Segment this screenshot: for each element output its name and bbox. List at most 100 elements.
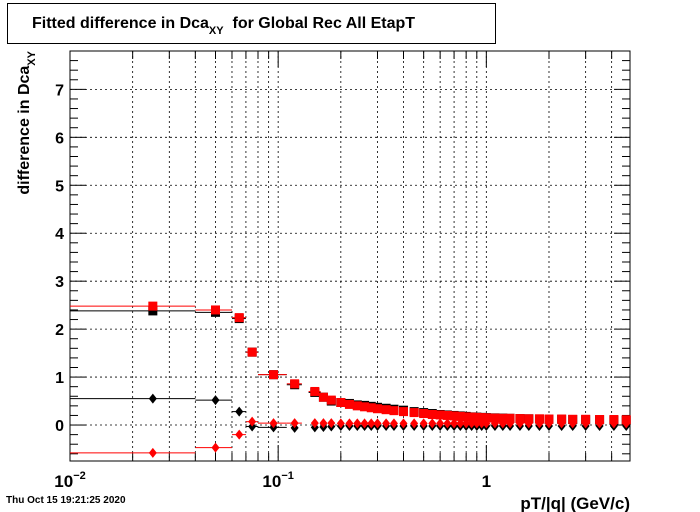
data-point bbox=[436, 418, 445, 429]
data-point bbox=[352, 401, 362, 411]
y-tick-labels: 0 1 2 3 4 5 6 7 bbox=[55, 82, 64, 435]
chart-title-subscript: XY bbox=[208, 25, 224, 37]
y-tick-label: 1 bbox=[55, 370, 64, 387]
data-point bbox=[622, 418, 631, 429]
data-point bbox=[211, 442, 220, 453]
y-tick-label: 0 bbox=[55, 418, 64, 435]
data-point bbox=[557, 418, 566, 429]
data-point bbox=[481, 413, 491, 423]
data-point bbox=[609, 418, 618, 429]
data-point bbox=[290, 379, 300, 389]
chart-title-main: Fitted difference in Dca bbox=[32, 15, 209, 32]
data-point bbox=[336, 418, 345, 429]
y-tick-label: 7 bbox=[55, 82, 64, 99]
x-tick-labels: 10−2 10−1 1 bbox=[54, 470, 491, 491]
data-point bbox=[419, 418, 428, 429]
y-tick-label: 4 bbox=[55, 226, 64, 243]
data-point bbox=[290, 418, 299, 429]
data-point bbox=[409, 408, 419, 418]
data-point bbox=[327, 418, 336, 429]
y-tick-label: 6 bbox=[55, 130, 64, 147]
x-tick-label-exponent: −2 bbox=[73, 470, 86, 482]
data-point bbox=[498, 413, 508, 423]
x-tick-label-base: 10 bbox=[54, 472, 73, 491]
timestamp: Thu Oct 15 19:21:25 2020 bbox=[6, 495, 126, 506]
y-axis-label: difference in DcaXY bbox=[16, 50, 38, 194]
data-point bbox=[211, 395, 220, 406]
x-tick-label-base: 1 bbox=[482, 472, 491, 491]
x-axis-label: pT/|q| (GeV/c) bbox=[520, 494, 630, 512]
data-point bbox=[544, 418, 553, 429]
data-point bbox=[366, 403, 376, 413]
data-point bbox=[524, 418, 533, 429]
data-series bbox=[70, 301, 631, 458]
x-tick-label: 10−2 bbox=[54, 470, 85, 491]
data-point bbox=[399, 418, 408, 429]
data-point bbox=[372, 404, 382, 414]
data-point bbox=[353, 418, 362, 429]
data-point bbox=[455, 411, 465, 421]
data-point bbox=[443, 418, 452, 429]
series-1 bbox=[70, 301, 631, 425]
data-point bbox=[472, 412, 482, 422]
data-point bbox=[210, 305, 220, 315]
data-point bbox=[367, 418, 376, 429]
data-point bbox=[490, 418, 499, 429]
data-point bbox=[595, 418, 604, 429]
data-point bbox=[234, 313, 244, 323]
x-tick-label-exponent: −1 bbox=[281, 470, 294, 482]
data-point bbox=[490, 413, 500, 423]
data-point bbox=[326, 395, 336, 405]
plot-frame bbox=[69, 50, 631, 462]
data-point bbox=[467, 418, 476, 429]
data-point bbox=[456, 418, 465, 429]
data-point bbox=[344, 399, 354, 409]
data-point bbox=[462, 418, 471, 429]
data-point bbox=[148, 393, 157, 404]
data-point bbox=[373, 418, 382, 429]
data-point bbox=[398, 407, 408, 417]
data-point bbox=[505, 413, 515, 423]
data-point bbox=[336, 397, 346, 407]
data-point bbox=[381, 405, 391, 415]
chart-title-rest: for Global Rec All EtapT bbox=[223, 15, 416, 32]
data-point bbox=[248, 416, 257, 427]
x-tick-label: 10−1 bbox=[262, 470, 293, 491]
x-axis-label-text: pT/|q| (GeV/c) bbox=[520, 494, 630, 512]
data-point bbox=[310, 418, 319, 429]
x-tick-label-base: 10 bbox=[262, 472, 281, 491]
data-point bbox=[477, 418, 486, 429]
data-point bbox=[148, 447, 157, 458]
data-point bbox=[360, 418, 369, 429]
data-point bbox=[450, 418, 459, 429]
data-point bbox=[477, 413, 487, 423]
data-point bbox=[419, 409, 429, 419]
data-point bbox=[472, 418, 481, 429]
data-point bbox=[389, 418, 398, 429]
x-tick-label: 1 bbox=[482, 472, 491, 491]
data-point bbox=[148, 306, 158, 316]
y-tick-label: 2 bbox=[55, 322, 64, 339]
data-point bbox=[310, 386, 320, 396]
data-point bbox=[269, 370, 279, 380]
data-point bbox=[428, 418, 437, 429]
data-point bbox=[235, 429, 244, 440]
y-tick-label: 3 bbox=[55, 274, 64, 291]
data-point bbox=[318, 392, 328, 402]
data-point bbox=[568, 418, 577, 429]
data-point bbox=[235, 406, 244, 417]
data-point bbox=[345, 418, 354, 429]
data-point bbox=[435, 410, 445, 420]
data-point bbox=[247, 347, 257, 357]
data-point bbox=[427, 409, 437, 419]
data-point bbox=[506, 418, 515, 429]
data-point bbox=[515, 418, 524, 429]
grid bbox=[69, 51, 630, 461]
chart-title: Fitted difference in DcaXY for Global Re… bbox=[7, 3, 496, 44]
data-point bbox=[319, 418, 328, 429]
data-point bbox=[461, 412, 471, 422]
data-point bbox=[482, 418, 491, 429]
data-point bbox=[449, 411, 459, 421]
data-point bbox=[382, 418, 391, 429]
